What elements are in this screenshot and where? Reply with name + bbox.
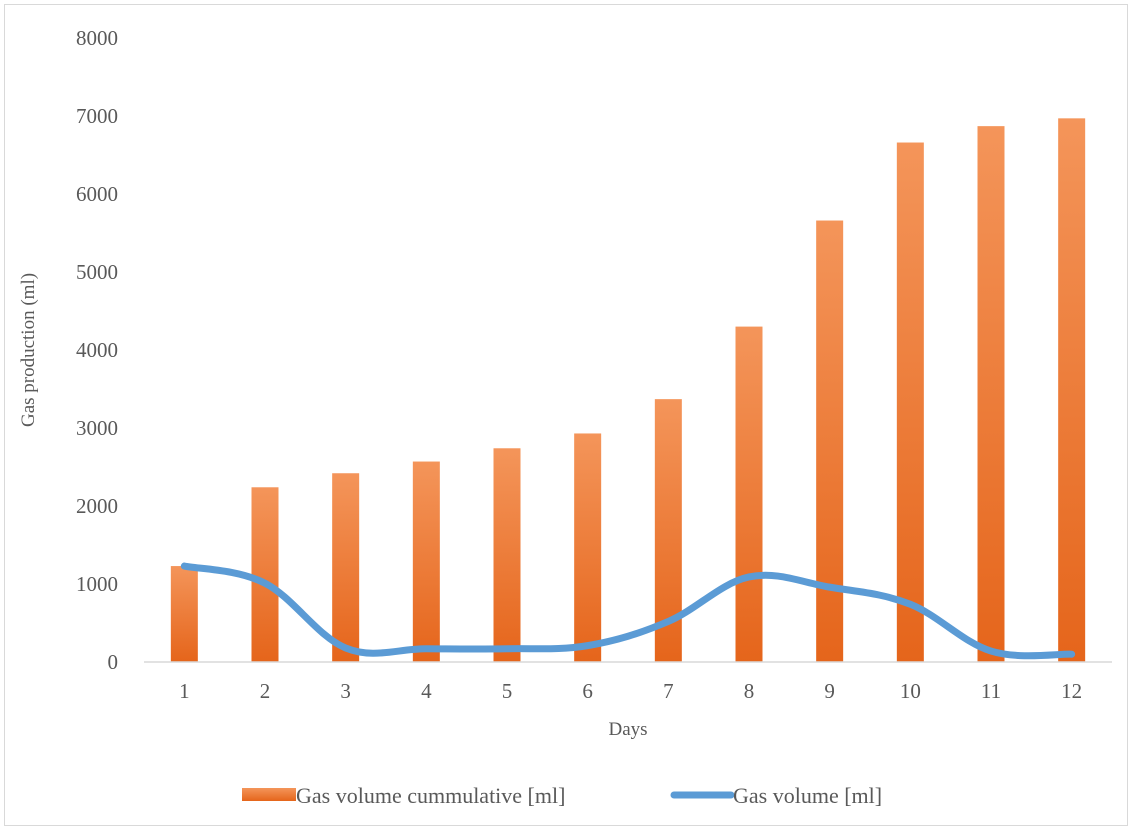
legend-line-label: Gas volume [ml]	[733, 783, 882, 808]
bar	[574, 433, 602, 662]
y-tick-label: 5000	[76, 260, 118, 284]
x-tick-label: 9	[824, 679, 835, 703]
bar	[251, 487, 279, 662]
line-series	[180, 562, 1076, 660]
bar	[493, 448, 521, 662]
bar-series	[170, 118, 1086, 663]
x-tick-label: 5	[502, 679, 513, 703]
bar	[412, 461, 440, 662]
y-tick-label: 6000	[76, 182, 118, 206]
bar	[170, 566, 198, 662]
y-tick-label: 8000	[76, 26, 118, 50]
x-tick-label: 1	[179, 679, 190, 703]
y-tick-label: 7000	[76, 104, 118, 128]
x-axis-title: Days	[608, 719, 647, 740]
x-tick-label: 3	[340, 679, 351, 703]
legend-bar-swatch	[242, 788, 296, 801]
x-tick-label: 11	[981, 679, 1001, 703]
x-axis-ticks: 1 2 3 4 5 6 7 8 9 10 11 12	[179, 679, 1082, 703]
y-axis-title: Gas production (ml)	[18, 273, 39, 427]
y-tick-label: 0	[108, 650, 119, 674]
bar	[332, 473, 360, 662]
x-tick-label: 12	[1061, 679, 1082, 703]
y-tick-label: 2000	[76, 494, 118, 518]
x-tick-label: 6	[582, 679, 593, 703]
bar	[896, 142, 924, 662]
bar	[977, 126, 1005, 662]
legend: Gas volume cummulative [ml] Gas volume […	[242, 783, 882, 808]
bar	[735, 326, 763, 662]
series-line	[180, 562, 1076, 660]
legend-bar-label: Gas volume cummulative [ml]	[296, 783, 565, 808]
x-tick-label: 8	[744, 679, 755, 703]
chart-frame	[4, 4, 1128, 826]
x-tick-label: 4	[421, 679, 432, 703]
y-tick-label: 3000	[76, 416, 118, 440]
y-axis-ticks: 0 1000 2000 3000 4000 5000 6000 7000 8000	[76, 26, 118, 674]
x-tick-label: 2	[260, 679, 271, 703]
y-tick-label: 4000	[76, 338, 118, 362]
bar	[1058, 118, 1086, 663]
y-tick-label: 1000	[76, 572, 118, 596]
x-tick-label: 10	[900, 679, 921, 703]
x-tick-label: 7	[663, 679, 674, 703]
bar	[816, 220, 844, 662]
